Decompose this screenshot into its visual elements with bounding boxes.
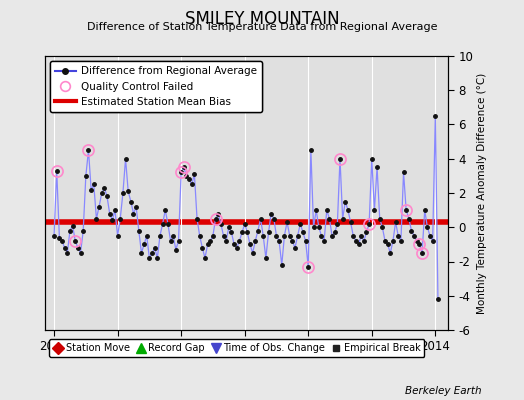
Legend: Station Move, Record Gap, Time of Obs. Change, Empirical Break: Station Move, Record Gap, Time of Obs. C… (49, 339, 424, 357)
Text: Berkeley Earth: Berkeley Earth (406, 386, 482, 396)
Text: Difference of Station Temperature Data from Regional Average: Difference of Station Temperature Data f… (87, 22, 437, 32)
Text: SMILEY MOUNTAIN: SMILEY MOUNTAIN (184, 10, 340, 28)
Y-axis label: Monthly Temperature Anomaly Difference (°C): Monthly Temperature Anomaly Difference (… (477, 72, 487, 314)
Legend: Difference from Regional Average, Quality Control Failed, Estimated Station Mean: Difference from Regional Average, Qualit… (50, 61, 262, 112)
